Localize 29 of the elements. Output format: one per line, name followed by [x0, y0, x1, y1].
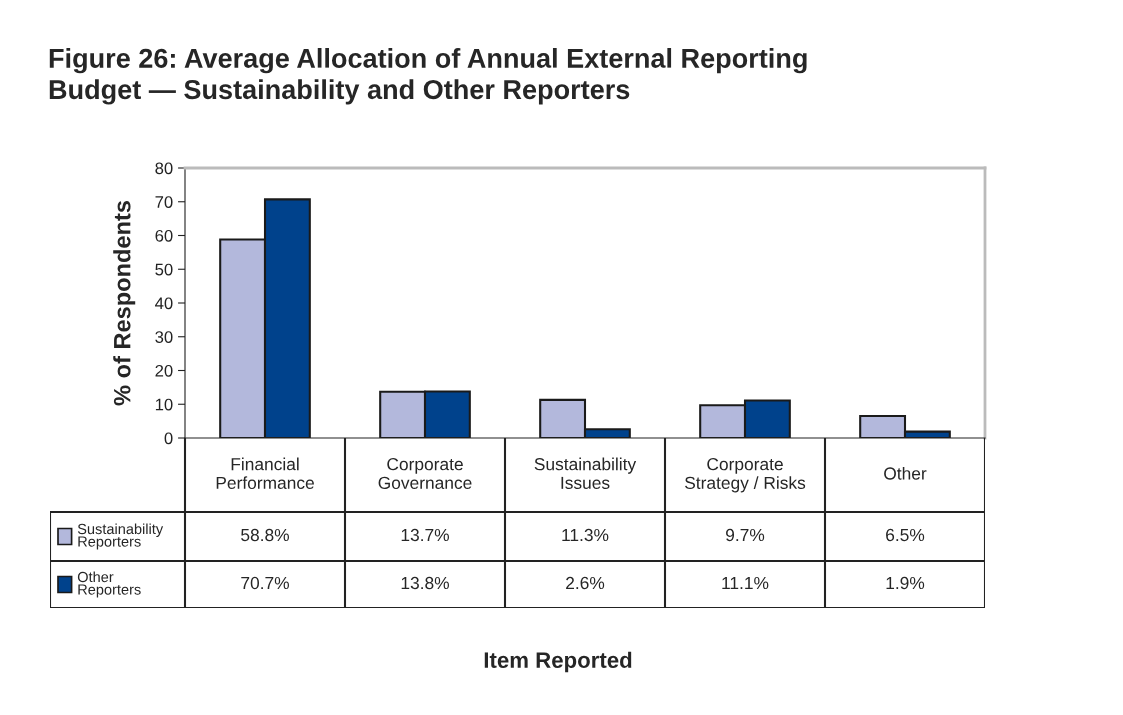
- y-tick-label: 30: [155, 331, 173, 343]
- y-axis-title: % of Respondents: [113, 200, 136, 406]
- y-tick-label: 20: [155, 364, 173, 377]
- data-label: 2.6%: [566, 576, 605, 590]
- y-tick-label: 0: [164, 432, 173, 445]
- y-tick-label: 70: [155, 196, 173, 208]
- data-label: 70.7%: [241, 576, 289, 590]
- data-label: 11.1%: [722, 576, 769, 590]
- x-tick-label: Corporate Strategy / Risks: [685, 458, 806, 493]
- data-label: 6.5%: [886, 528, 925, 542]
- data-label: 1.9%: [886, 576, 925, 590]
- y-tick-label: 80: [155, 162, 173, 175]
- data-label: 9.7%: [726, 528, 765, 542]
- data-label: 58.8%: [241, 528, 289, 542]
- y-tick-label: 40: [155, 297, 173, 310]
- y-tick-label: 50: [155, 263, 173, 276]
- x-tick-label: Corporate Governance: [378, 458, 472, 490]
- x-tick-label: Sustainability Issues: [534, 457, 637, 490]
- legend-label: Sustainability Reporters: [77, 523, 164, 550]
- y-tick-label: 10: [155, 398, 173, 411]
- x-tick-label: Other: [884, 466, 927, 480]
- text: Item Reported: [484, 651, 632, 673]
- data-label: 13.7%: [401, 528, 449, 542]
- data-label: 13.8%: [401, 576, 449, 590]
- y-tick-label: 60: [155, 229, 173, 242]
- data-label: 11.3%: [562, 528, 609, 542]
- x-tick-label: Financial Performance: [216, 457, 314, 490]
- legend-label: Other Reporters: [77, 571, 141, 598]
- chart-title: Figure 26: Average Allocation of Annual External Reporting Budget — Sustainability and Other Reporters: [49, 48, 807, 105]
